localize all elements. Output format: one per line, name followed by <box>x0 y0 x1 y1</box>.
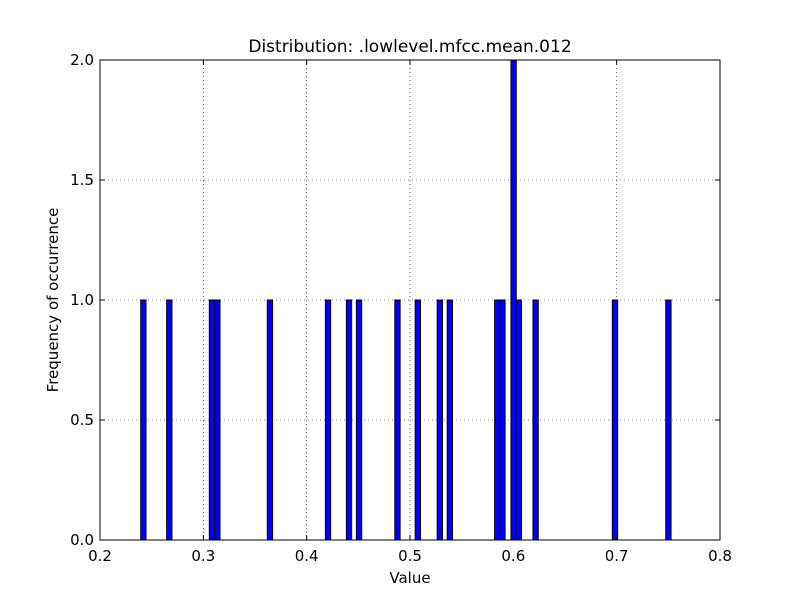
x-tick-label: 0.8 <box>708 547 732 565</box>
y-tick-label: 1.5 <box>70 171 94 189</box>
x-tick-label: 0.5 <box>398 547 422 565</box>
histogram-bar <box>394 299 401 541</box>
x-tick-label: 0.7 <box>605 547 629 565</box>
histogram-bar <box>446 299 454 541</box>
x-tick-label: 0.4 <box>295 547 319 565</box>
histogram-bar <box>532 299 539 541</box>
histogram-bar <box>140 299 147 541</box>
x-tick-label: 0.3 <box>191 547 215 565</box>
grid-lines <box>99 59 721 541</box>
histogram-bar <box>510 59 517 541</box>
histogram-bar <box>214 299 221 541</box>
histogram-bar <box>266 299 274 541</box>
histogram-bar <box>166 299 173 541</box>
y-tick-label: 2.0 <box>70 51 94 69</box>
histogram-bar <box>665 299 672 541</box>
histogram-bar <box>324 299 332 541</box>
x-axis-label: Value <box>389 569 430 587</box>
y-tick-label: 0.0 <box>70 531 94 549</box>
x-axis-ticks: 0.2 0.3 0.4 0.5 0.6 0.7 0.8 <box>88 60 732 565</box>
y-axis-ticks: 0.0 0.5 1.0 1.5 2.0 <box>70 51 720 549</box>
y-tick-label: 0.5 <box>70 411 94 429</box>
histogram-bar <box>345 299 353 541</box>
y-tick-label: 1.0 <box>70 291 94 309</box>
histogram-bar <box>355 299 363 541</box>
y-axis-label: Frequency of occurrence <box>44 208 62 393</box>
histogram-bar <box>208 299 216 541</box>
histogram-bar <box>499 299 506 541</box>
chart-title: Distribution: .lowlevel.mfcc.mean.012 <box>248 37 571 57</box>
histogram-bars <box>140 59 672 541</box>
histogram-bar <box>515 299 522 541</box>
histogram-bar <box>414 299 421 541</box>
x-tick-label: 0.6 <box>501 547 525 565</box>
histogram-bar <box>436 299 443 541</box>
x-tick-label: 0.2 <box>88 547 112 565</box>
histogram-bar <box>494 299 501 541</box>
histogram-bar <box>611 299 619 541</box>
